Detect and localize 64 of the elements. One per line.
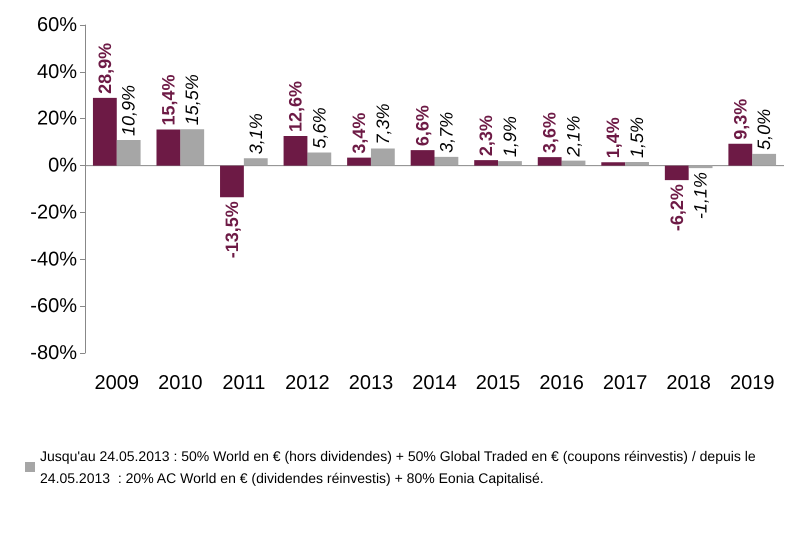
- x-tick-label: 2011: [222, 372, 266, 394]
- bar: [347, 158, 371, 166]
- x-tick-label: 2018: [666, 372, 711, 394]
- bar: [625, 162, 649, 166]
- data-label: 15,5%: [182, 74, 202, 126]
- data-label: 15,4%: [158, 74, 178, 126]
- data-label: 6,6%: [412, 105, 433, 146]
- bar: [538, 157, 562, 166]
- x-tick-label: 2009: [94, 372, 140, 394]
- data-label: 7,3%: [372, 103, 393, 144]
- y-tick-label: 20%: [36, 108, 78, 130]
- y-tick-label: -40%: [30, 248, 78, 270]
- y-tick-label: -60%: [30, 295, 78, 318]
- data-label: 2,3%: [476, 115, 496, 156]
- bar: [688, 166, 713, 168]
- bar: [664, 166, 689, 180]
- x-tick-label: 2013: [348, 372, 394, 394]
- bar: [498, 161, 522, 166]
- y-tick-label: -20%: [30, 201, 78, 224]
- x-tick-label: 2010: [158, 372, 203, 394]
- x-tick-label: 2016: [539, 372, 584, 394]
- bar: [156, 129, 180, 166]
- data-label: 5,6%: [309, 107, 330, 148]
- bar: [244, 158, 268, 166]
- data-label: 3,4%: [349, 112, 370, 154]
- data-label: 9,3%: [730, 98, 750, 140]
- bar: [474, 160, 498, 166]
- data-label: 3,7%: [436, 112, 456, 153]
- bar: [601, 162, 626, 166]
- x-tick-label: 2015: [476, 372, 520, 394]
- data-label: 12,6%: [285, 81, 306, 132]
- data-label: 28,9%: [94, 42, 115, 94]
- data-label: 1,4%: [603, 117, 624, 158]
- data-label: 10,9%: [118, 84, 139, 136]
- bar: [220, 166, 244, 198]
- bar: [434, 156, 458, 166]
- data-label: 5,0%: [754, 108, 774, 150]
- bar: [752, 154, 776, 166]
- y-tick-label: 0%: [48, 154, 78, 177]
- x-tick-label: 2019: [730, 372, 774, 394]
- data-label: 2,1%: [564, 116, 584, 158]
- bar: [116, 140, 141, 166]
- data-label: 1,9%: [500, 116, 520, 158]
- bar: [284, 136, 308, 166]
- bar: [92, 98, 117, 166]
- x-tick-label: 2014: [412, 372, 457, 394]
- bar: [370, 148, 395, 166]
- y-tick-label: -80%: [30, 342, 78, 364]
- legend-label: Jusqu'au 24.05.2013 : 50% World en € (hors dividendes) + 50% Global Traded en € (coupons réinvestis) / depuis le 24.05.2013 : 20% AC World en € (dividendes réinvestis) + 80% Eonia Capitalisé.: [40, 448, 760, 486]
- data-label: 3,1%: [246, 113, 266, 154]
- bar: [307, 152, 332, 166]
- x-tick-label: 2017: [602, 372, 648, 394]
- x-tick-label: 2012: [285, 372, 330, 394]
- data-label: -13,5%: [222, 201, 242, 258]
- bar: [180, 129, 204, 166]
- bar: [728, 144, 752, 166]
- bar: [410, 150, 434, 166]
- y-tick-label: 60%: [36, 14, 78, 36]
- data-label: -6,2%: [666, 184, 687, 232]
- data-label: 3,6%: [540, 112, 560, 154]
- data-label: 1,5%: [627, 117, 648, 158]
- data-label: -1,1%: [690, 172, 711, 220]
- bar: [562, 160, 586, 166]
- y-tick-label: 40%: [36, 60, 78, 83]
